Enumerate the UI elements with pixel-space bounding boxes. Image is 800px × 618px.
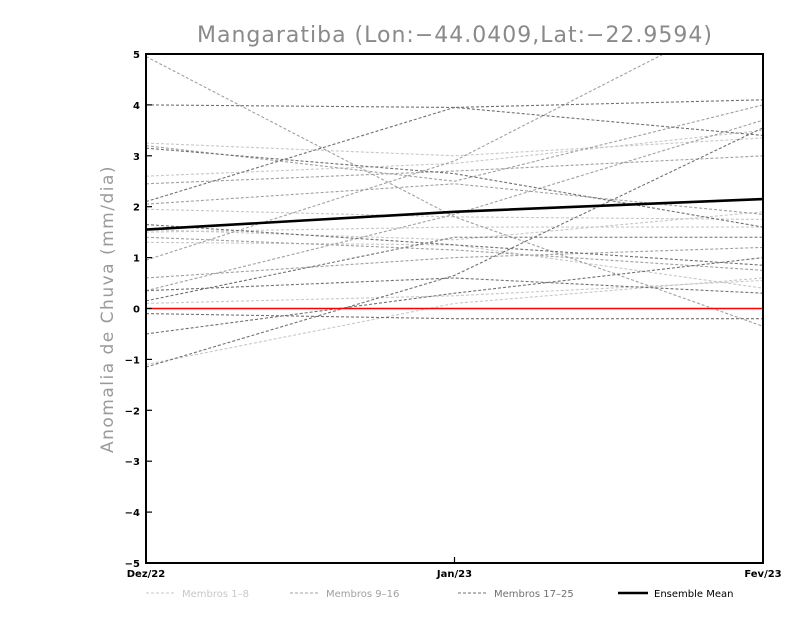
- x-tick-label: Jan/23: [436, 569, 472, 580]
- member-line-9: [146, 56, 763, 327]
- member-line-4: [146, 211, 763, 241]
- member-line-16: [146, 183, 763, 215]
- member-line-8: [146, 226, 763, 233]
- member-series-group: [146, 54, 763, 368]
- member-line-21: [146, 313, 763, 320]
- y-tick-label: 2: [133, 203, 140, 214]
- y-tick-label: −4: [125, 508, 140, 519]
- member-line-23: [146, 127, 763, 368]
- y-axis-label: Anomalia de Chuva (mm/dia): [98, 165, 118, 453]
- x-tick-label: Dez/22: [127, 569, 166, 580]
- member-line-25: [146, 223, 763, 266]
- legend-label: Membros 17–25: [494, 589, 574, 600]
- member-line-5: [146, 208, 763, 220]
- member-line-24: [146, 277, 763, 294]
- member-line-7: [146, 279, 763, 304]
- y-tick-label: −5: [125, 559, 140, 570]
- member-line-18: [146, 106, 763, 203]
- member-line-2: [146, 137, 763, 157]
- chart-title: Mangaratiba (Lon:−44.0409,Lat:−22.9594): [197, 23, 713, 48]
- member-line-11: [146, 155, 763, 185]
- member-line-13: [146, 236, 763, 271]
- y-tick-label: 3: [133, 152, 140, 163]
- member-line-15: [146, 246, 763, 279]
- y-tick-label: 4: [133, 101, 140, 112]
- member-line-14: [146, 119, 763, 292]
- member-line-10: [146, 104, 763, 182]
- y-tick-label: 5: [133, 50, 140, 61]
- y-tick-label: −1: [125, 355, 140, 366]
- x-tick-label: Fev/23: [744, 569, 781, 580]
- legend-label: Membros 9–16: [326, 589, 399, 600]
- legend: Membros 1–8 Membros 9–16 Membros 17–25 Ense…: [146, 589, 733, 600]
- member-line-1: [146, 277, 763, 366]
- member-line-19: [146, 147, 763, 228]
- ensemble-mean-line: [145, 197, 764, 231]
- x-axis-ticks: Dez/22 Jan/23 Fev/23: [127, 557, 782, 580]
- y-tick-label: 1: [133, 254, 140, 265]
- y-tick-label: −2: [125, 406, 140, 417]
- member-line-12: [146, 54, 665, 261]
- y-axis-ticks: 5 4 3 2 1 0 −1 −2 −3 −4 −5: [125, 50, 152, 570]
- member-line-3: [146, 129, 763, 177]
- legend-label: Membros 1–8: [182, 589, 249, 600]
- member-line-17: [146, 99, 763, 108]
- member-line-22: [146, 257, 763, 335]
- y-tick-label: −3: [125, 457, 140, 468]
- member-line-6: [146, 241, 763, 289]
- member-line-20: [146, 236, 763, 302]
- legend-label: Ensemble Mean: [654, 589, 733, 600]
- y-tick-label: 0: [133, 305, 140, 316]
